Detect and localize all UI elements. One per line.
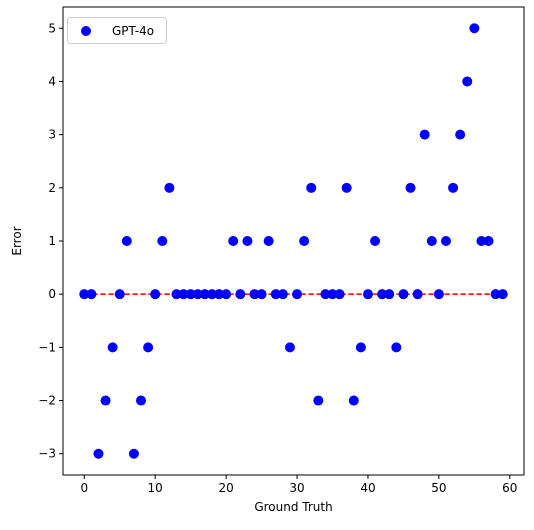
data-point	[448, 182, 459, 193]
data-point	[313, 395, 324, 406]
data-point	[228, 236, 239, 246]
plot-area	[79, 23, 508, 459]
data-point	[171, 289, 182, 300]
data-point	[490, 289, 501, 300]
data-point	[114, 289, 125, 300]
data-point	[199, 289, 210, 300]
x-axis-label: Ground Truth	[254, 500, 332, 514]
data-point	[185, 289, 196, 300]
data-point	[476, 236, 487, 246]
data-point	[277, 289, 288, 300]
y-tick-label: −3	[38, 447, 56, 461]
data-point	[270, 289, 281, 300]
x-tick-label: 60	[502, 481, 517, 495]
data-point	[341, 182, 352, 193]
y-axis: −3 −2 −1 0 1 2 3 4 5	[38, 21, 63, 461]
legend-frame	[67, 17, 167, 44]
x-tick-label: 10	[148, 481, 163, 495]
y-axis-label: Error	[10, 226, 24, 255]
y-tick-label: 4	[48, 74, 56, 88]
data-point	[178, 289, 189, 300]
data-point	[86, 289, 97, 300]
data-point	[370, 236, 381, 246]
data-point	[362, 289, 373, 300]
data-point	[93, 448, 104, 459]
y-tick-label: 0	[48, 287, 56, 301]
data-point	[391, 342, 402, 353]
legend-marker	[81, 26, 91, 36]
data-point	[320, 289, 331, 300]
data-point	[334, 289, 345, 300]
data-point	[483, 236, 494, 246]
data-point	[263, 236, 274, 246]
data-point	[455, 129, 466, 140]
data-point	[136, 395, 147, 406]
y-tick-label: 1	[48, 234, 56, 248]
data-point	[100, 395, 111, 406]
y-tick-label: 5	[48, 21, 56, 35]
data-point	[242, 236, 253, 246]
data-point	[327, 289, 338, 300]
y-tick-label: −1	[38, 340, 56, 354]
data-point	[150, 289, 161, 300]
x-tick-label: 20	[218, 481, 233, 495]
data-point	[221, 289, 232, 300]
data-point	[469, 23, 480, 34]
data-point	[249, 289, 260, 300]
data-point	[462, 76, 473, 87]
y-tick-label: 3	[48, 128, 56, 142]
data-point	[235, 289, 246, 300]
data-point	[419, 129, 430, 140]
x-tick-label: 50	[431, 481, 446, 495]
data-point	[214, 289, 225, 300]
legend-label: GPT-4o	[112, 24, 154, 38]
data-point	[384, 289, 395, 300]
x-axis: 0 10 20 30 40 50 60	[80, 475, 517, 495]
data-point	[377, 289, 388, 300]
data-point	[206, 289, 217, 300]
data-point	[256, 289, 267, 300]
data-point	[292, 289, 303, 300]
data-point	[426, 236, 437, 246]
data-point	[497, 289, 508, 300]
x-tick-label: 0	[80, 481, 88, 495]
data-point	[121, 236, 132, 246]
data-point	[284, 342, 295, 353]
data-point	[107, 342, 118, 353]
x-tick-label: 30	[289, 481, 304, 495]
data-point	[440, 236, 451, 246]
legend: GPT-4o	[67, 17, 167, 44]
data-point	[157, 236, 168, 246]
y-tick-label: 2	[48, 181, 56, 195]
data-point	[306, 182, 317, 193]
x-tick-label: 40	[360, 481, 375, 495]
data-point	[355, 342, 366, 353]
data-point	[299, 236, 310, 246]
data-point	[412, 289, 423, 300]
data-point	[128, 448, 139, 459]
data-point	[192, 289, 203, 300]
data-point	[164, 182, 175, 193]
data-point	[405, 182, 416, 193]
data-point	[433, 289, 444, 300]
data-point	[348, 395, 359, 406]
data-point	[398, 289, 409, 300]
data-point	[143, 342, 154, 353]
y-tick-label: −2	[38, 394, 56, 408]
data-point	[79, 289, 90, 300]
